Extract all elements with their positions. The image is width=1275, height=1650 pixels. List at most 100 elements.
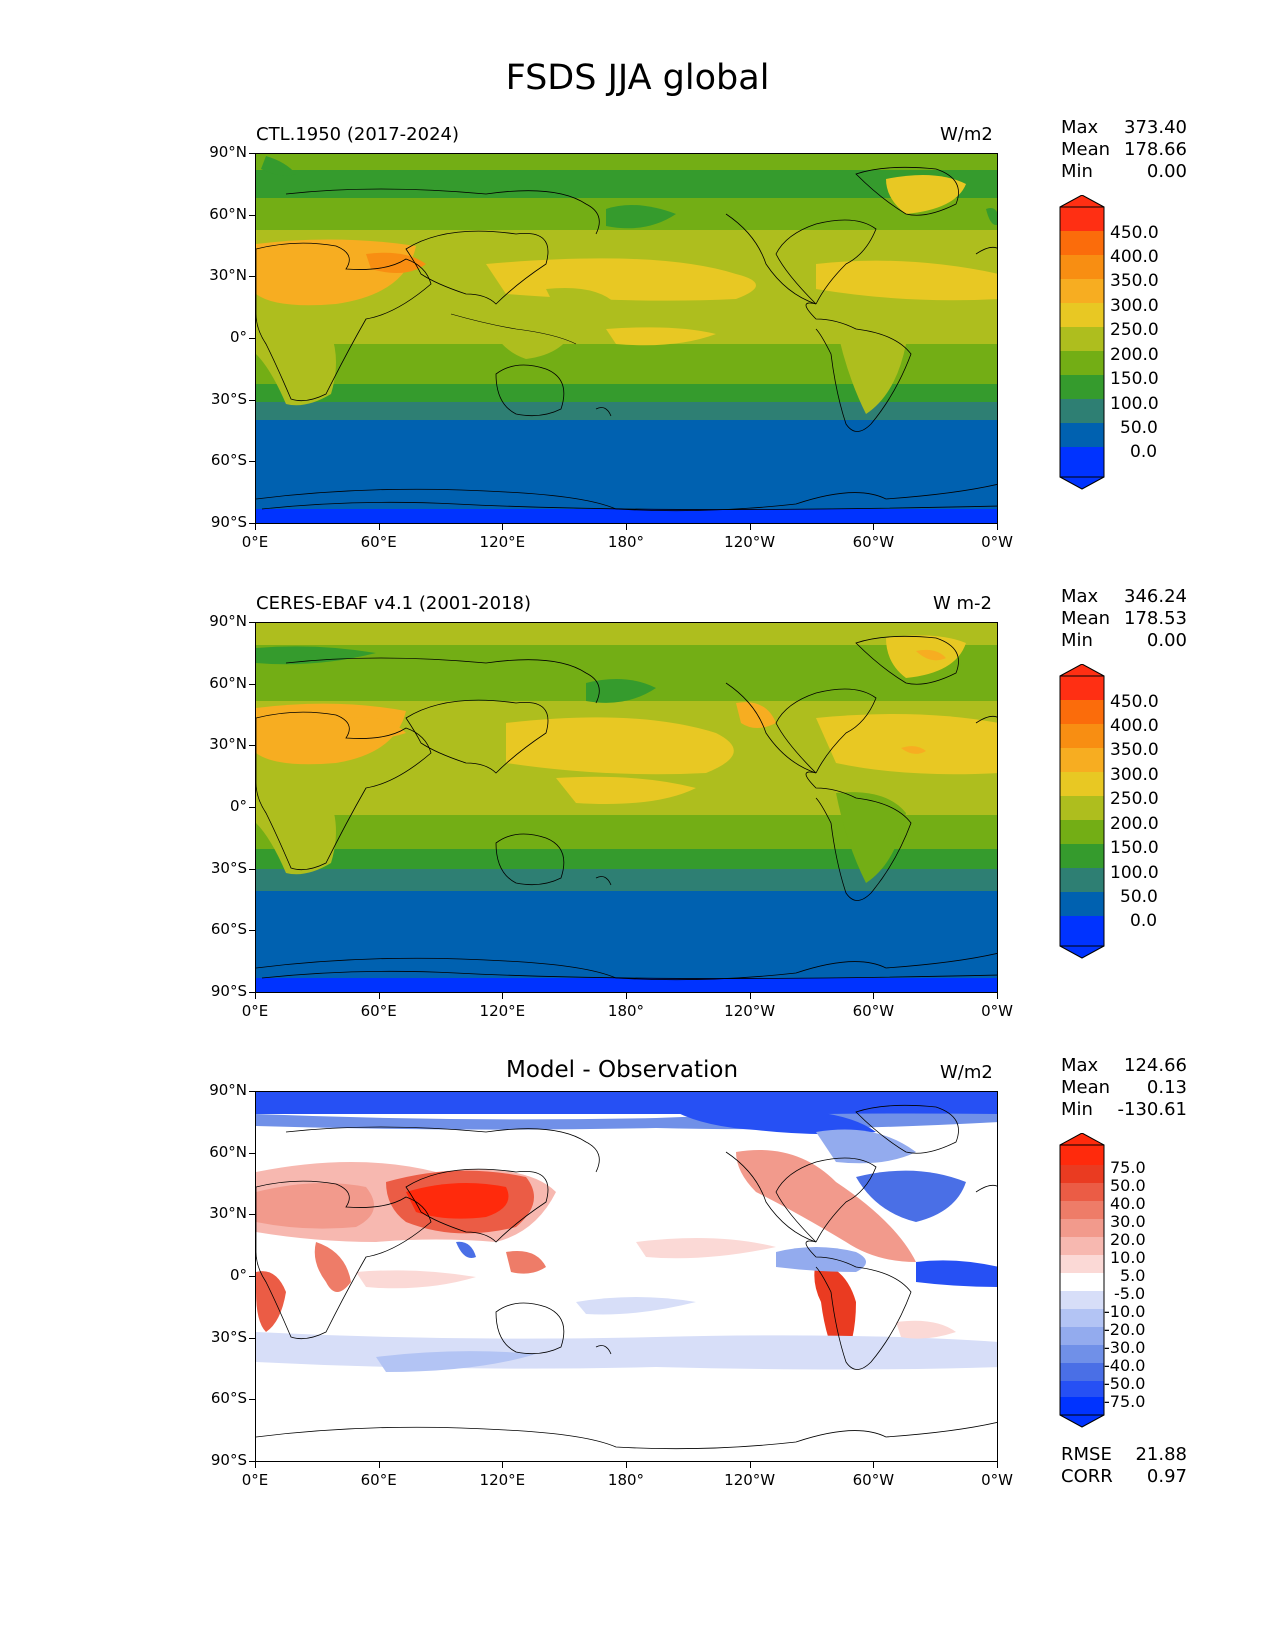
stat-corr-value: 0.97 (1146, 1466, 1187, 1487)
colorbar-tick: 10.0 (1110, 1248, 1146, 1267)
stat-mean-value: 178.53 (1124, 608, 1187, 629)
lon-tick (502, 1462, 504, 1468)
colorbar-tick: 200.0 (1110, 814, 1159, 834)
lon-tick-label: 60°E (360, 1002, 397, 1020)
lon-tick-label: 60°W (852, 533, 895, 551)
colorbar-tick: 75.0 (1110, 1158, 1146, 1177)
stat-mean-label: Mean (1061, 1077, 1111, 1098)
stat-min-label: Min (1061, 161, 1093, 182)
map-model (255, 153, 998, 524)
lat-tick-label: 90°S (210, 982, 247, 1000)
colorbar-tick: 400.0 (1110, 247, 1159, 267)
colorbar-tick: 40.0 (1110, 1194, 1146, 1213)
lon-tick (626, 524, 627, 530)
map-observation (255, 622, 998, 993)
lat-tick-label: 30°N (209, 735, 247, 754)
lat-tick (249, 1091, 255, 1092)
panel-units-label: W/m2 (940, 1062, 993, 1083)
stat-min-label: Min (1061, 630, 1093, 651)
lon-tick (997, 993, 998, 999)
stat-min-value: -130.61 (1117, 1099, 1187, 1120)
lon-tick-label: 120°W (724, 1471, 776, 1489)
lon-tick-label: 0°E (241, 1471, 269, 1489)
lat-tick (249, 276, 255, 278)
lat-tick (249, 214, 255, 216)
difference-title: Model - Observation (506, 1057, 739, 1083)
lon-tick (749, 1462, 751, 1468)
panel-left-label: CTL.1950 (2017-2024) (256, 124, 460, 145)
stat-max-value: 124.66 (1124, 1055, 1187, 1076)
lon-tick-label: 120°E (479, 1002, 526, 1020)
colorbar-tick: 5.0 (1120, 1266, 1146, 1285)
panel-units-label: W m-2 (933, 593, 993, 614)
figure-title: FSDS JJA global (505, 58, 770, 98)
lat-tick (249, 622, 255, 623)
stat-min-label: Min (1061, 1099, 1093, 1120)
colorbar-tick: 50.0 (1120, 887, 1158, 907)
lon-tick (997, 1462, 998, 1468)
colorbar-tick: 50.0 (1110, 1176, 1146, 1195)
lon-tick (378, 524, 380, 530)
lat-tick (249, 868, 255, 870)
colorbar-tick: 0.0 (1130, 442, 1158, 462)
colorbar-tick: 300.0 (1110, 296, 1159, 316)
stat-mean-value: 178.66 (1124, 139, 1187, 160)
lat-tick (249, 1214, 255, 1216)
colorbar-tick: -50.0 (1104, 1374, 1146, 1393)
lat-tick (249, 1276, 255, 1277)
lat-tick-label: 30°N (209, 266, 247, 285)
stat-min-value: 0.00 (1146, 161, 1187, 182)
colorbar-tick: -75.0 (1104, 1392, 1146, 1411)
colorbar-model (1059, 194, 1105, 494)
lat-tick (249, 1152, 255, 1154)
stat-mean-label: Mean (1061, 139, 1111, 160)
colorbar-tick: 150.0 (1110, 369, 1159, 389)
lon-tick-label: 0°W (981, 533, 1013, 551)
lat-tick-label: 60°N (209, 204, 247, 223)
map-difference (255, 1091, 998, 1462)
lat-tick (249, 1337, 255, 1339)
lat-tick-label: 30°N (209, 1204, 247, 1223)
stat-max-label: Max (1061, 1055, 1099, 1076)
colorbar-tick: 250.0 (1110, 320, 1159, 340)
colorbar-tick: 150.0 (1110, 838, 1159, 858)
stat-max-label: Max (1061, 586, 1099, 607)
colorbar-tick: 250.0 (1110, 789, 1159, 809)
colorbar-tick: 300.0 (1110, 765, 1159, 785)
stat-mean-value: 0.13 (1146, 1077, 1187, 1098)
lon-tick (378, 1462, 380, 1468)
colorbar-tick: -5.0 (1114, 1284, 1146, 1303)
lon-tick (502, 993, 504, 999)
lat-tick-label: 0° (229, 1266, 247, 1284)
colorbar-tick: 400.0 (1110, 716, 1159, 736)
stat-min-value: 0.00 (1146, 630, 1187, 651)
lat-tick (249, 1461, 255, 1462)
lat-tick-label: 60°S (210, 451, 247, 470)
colorbar-tick: 450.0 (1110, 223, 1159, 243)
lon-tick-label: 120°E (479, 1471, 526, 1489)
lon-tick-label: 60°E (360, 1471, 397, 1489)
stat-corr-label: CORR (1061, 1466, 1113, 1487)
lat-tick (249, 683, 255, 685)
lat-tick (249, 523, 255, 524)
lat-tick (249, 399, 255, 401)
lon-tick (873, 524, 875, 530)
lon-tick-label: 0°E (241, 1002, 269, 1020)
lon-tick-label: 0°W (981, 1002, 1013, 1020)
colorbar-tick: 50.0 (1120, 418, 1158, 438)
colorbar-tick: 200.0 (1110, 345, 1159, 365)
lon-tick (997, 524, 998, 530)
lat-tick-label: 60°N (209, 673, 247, 692)
lat-tick (249, 930, 255, 932)
lat-tick-label: 30°S (210, 858, 247, 877)
lat-tick-label: 0° (229, 797, 247, 815)
lon-tick (255, 1462, 256, 1468)
lon-tick-label: 180° (607, 1002, 645, 1020)
lon-tick (502, 524, 504, 530)
lon-tick (873, 1462, 875, 1468)
lat-tick-label: 60°S (210, 920, 247, 939)
lat-tick-label: 90°S (210, 1451, 247, 1469)
stat-rmse-value: 21.88 (1135, 1444, 1187, 1465)
lat-tick-label: 30°S (210, 1327, 247, 1346)
lon-tick-label: 0°W (981, 1471, 1013, 1489)
